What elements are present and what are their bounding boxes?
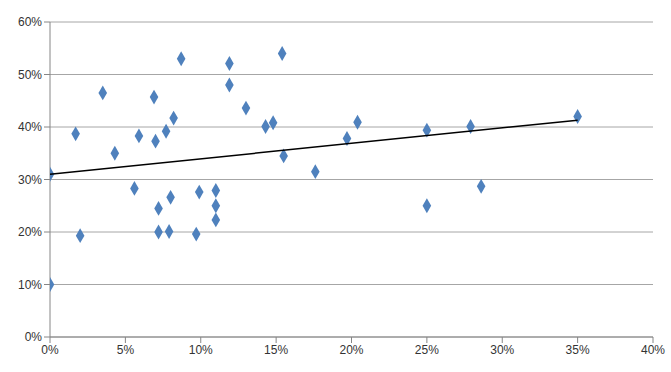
svg-text:5%: 5% — [117, 343, 135, 357]
svg-text:15%: 15% — [264, 343, 288, 357]
svg-text:10%: 10% — [18, 278, 42, 292]
svg-text:0%: 0% — [25, 330, 43, 344]
svg-text:40%: 40% — [641, 343, 663, 357]
svg-text:60%: 60% — [18, 15, 42, 29]
svg-text:40%: 40% — [18, 120, 42, 134]
svg-text:35%: 35% — [566, 343, 590, 357]
svg-text:20%: 20% — [339, 343, 363, 357]
svg-text:50%: 50% — [18, 68, 42, 82]
svg-text:30%: 30% — [18, 173, 42, 187]
svg-text:30%: 30% — [490, 343, 514, 357]
svg-text:10%: 10% — [189, 343, 213, 357]
svg-text:25%: 25% — [415, 343, 439, 357]
svg-text:20%: 20% — [18, 225, 42, 239]
svg-text:0%: 0% — [41, 343, 59, 357]
